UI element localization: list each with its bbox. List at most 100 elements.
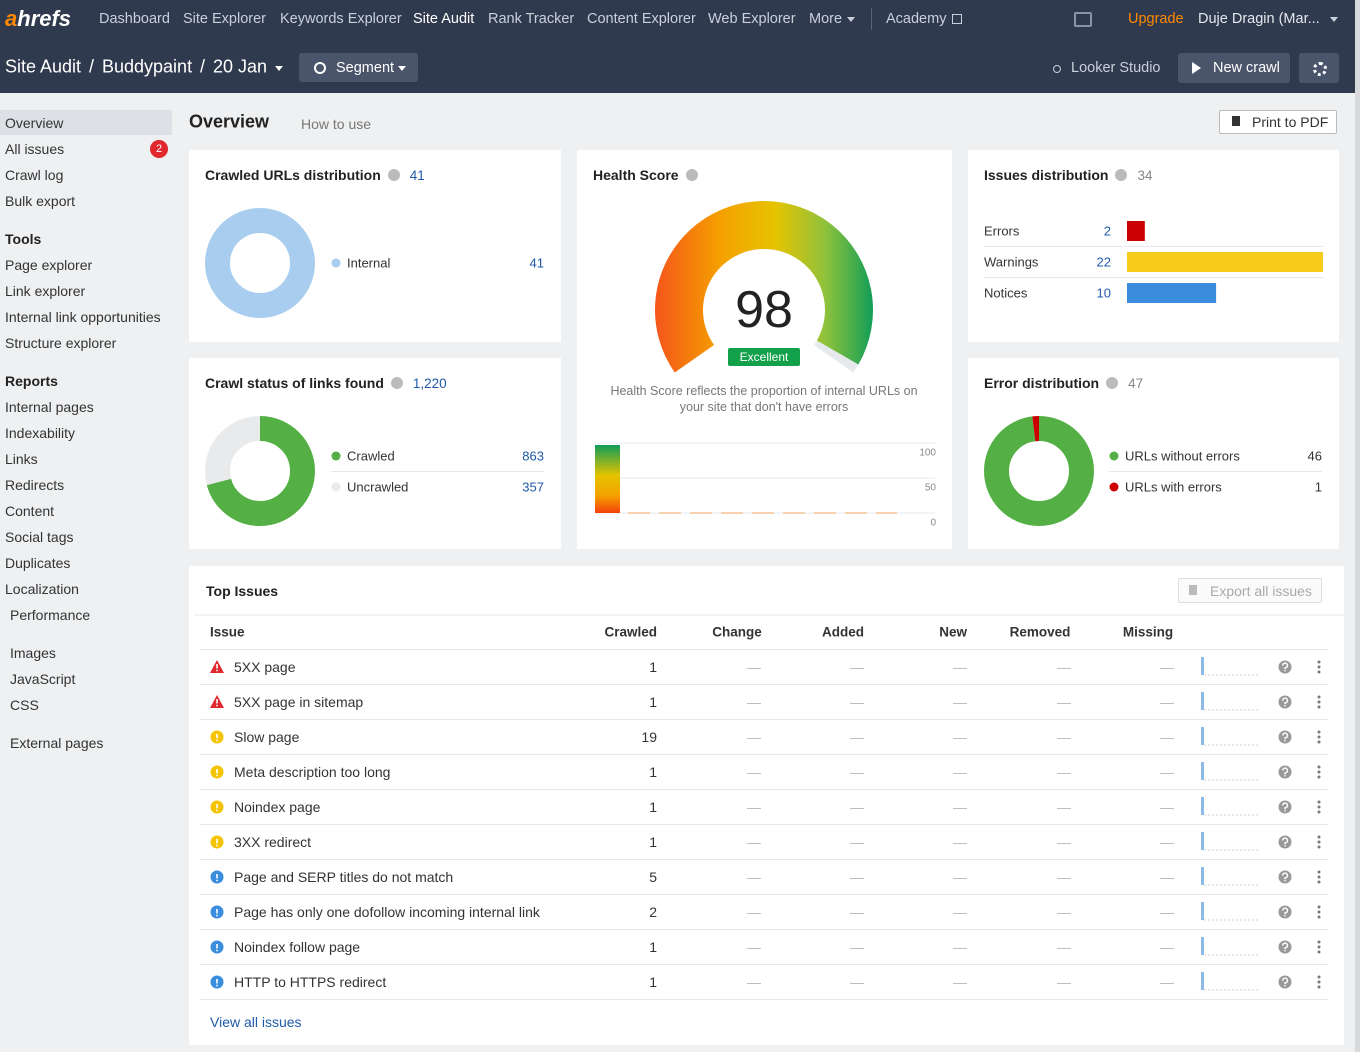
external-icon <box>952 14 962 24</box>
legend-value[interactable]: 46 <box>1307 448 1322 464</box>
cell: 1 <box>649 834 657 850</box>
page-title: Overview <box>189 111 270 132</box>
breadcrumb[interactable]: Site Audit <box>5 56 82 77</box>
nav-link[interactable]: Academy <box>886 11 947 27</box>
cell: — <box>747 834 761 850</box>
sidebar-link[interactable]: Crawl log <box>5 167 64 183</box>
nav-separator <box>871 8 872 30</box>
sidebar-link[interactable]: Content <box>5 503 55 519</box>
card-total: 47 <box>1128 375 1144 391</box>
issue-link[interactable]: Slow page <box>234 729 300 745</box>
card-header: Error distribution 47 <box>984 375 1143 391</box>
issue-link[interactable]: 5XX page in sitemap <box>234 694 364 710</box>
sidebar-heading: Reports <box>5 373 58 389</box>
sidebar-link[interactable]: Redirects <box>5 477 65 493</box>
health-description: Health Score reflects the proportion of … <box>610 384 918 414</box>
view-all-link[interactable]: View all issues <box>210 1014 302 1030</box>
issue-link[interactable]: Noindex page <box>234 799 321 815</box>
nav-link[interactable]: Content Explorer <box>587 11 696 27</box>
print-button[interactable] <box>1219 110 1337 134</box>
bar-label: Errors <box>984 223 1020 239</box>
column-header: New <box>939 624 967 640</box>
bar-value[interactable]: 2 <box>1103 223 1111 239</box>
sidebar-link[interactable]: Link explorer <box>5 283 86 299</box>
cell: — <box>1057 869 1071 885</box>
sidebar-link[interactable]: Links <box>5 451 38 467</box>
sidebar-link[interactable]: Localization <box>5 581 79 597</box>
cell: — <box>1057 904 1071 920</box>
sidebar-link[interactable]: Overview <box>5 115 64 131</box>
issue-link[interactable]: 3XX redirect <box>234 834 312 850</box>
sidebar-link[interactable]: Bulk export <box>5 193 76 209</box>
issue-link[interactable]: HTTP to HTTPS redirect <box>234 974 387 990</box>
sidebar-link[interactable]: Images <box>10 645 56 661</box>
nav-link[interactable]: Dashboard <box>99 11 170 27</box>
bar-value[interactable]: 10 <box>1096 285 1111 301</box>
card-header: Crawl status of links found 1,220 <box>205 375 447 391</box>
cell: — <box>953 694 967 710</box>
issue-link[interactable]: Page has only one dofollow incoming inte… <box>234 904 540 920</box>
user-menu[interactable]: Duje Dragin (Mar... <box>1198 11 1320 27</box>
card-title: Health Score <box>593 167 679 183</box>
cell: — <box>953 869 967 885</box>
card-total: 34 <box>1137 167 1153 183</box>
segment-label: Segment <box>336 60 395 76</box>
cell: — <box>747 904 761 920</box>
bar-label: Warnings <box>984 254 1039 270</box>
legend-value[interactable]: 863 <box>522 448 544 464</box>
legend-value[interactable]: 1 <box>1314 479 1322 495</box>
breadcrumb[interactable]: Buddypaint <box>102 56 193 77</box>
cell: — <box>1160 659 1174 675</box>
logo[interactable]: ahrefs <box>5 6 72 31</box>
column-header: Crawled <box>604 624 657 640</box>
nav-link[interactable]: Site Explorer <box>183 11 267 27</box>
issue-link[interactable]: Meta description too long <box>234 764 391 780</box>
legend-value[interactable]: 41 <box>529 255 544 271</box>
cell: 1 <box>649 659 657 675</box>
upgrade-link[interactable]: Upgrade <box>1128 11 1184 27</box>
sidebar-link[interactable]: CSS <box>10 697 39 713</box>
nav-link[interactable]: More <box>809 11 843 27</box>
cell: — <box>953 939 967 955</box>
cell: — <box>747 799 761 815</box>
bar-value[interactable]: 22 <box>1096 254 1111 270</box>
sidebar-link[interactable]: External pages <box>10 735 104 751</box>
sidebar-link[interactable]: Structure explorer <box>5 335 117 351</box>
nav-link[interactable]: Web Explorer <box>708 11 796 27</box>
help-icon <box>387 169 400 181</box>
sidebar-link[interactable]: All issues <box>5 141 65 157</box>
nav-link[interactable]: Site Audit <box>413 11 475 27</box>
export-label: Export all issues <box>1210 583 1312 599</box>
cell: 1 <box>649 694 657 710</box>
looker-link[interactable]: Looker Studio <box>1071 60 1161 76</box>
sidebar-link[interactable]: Internal pages <box>5 399 94 415</box>
cell: — <box>850 869 864 885</box>
cell: — <box>953 799 967 815</box>
sidebar-link[interactable]: Social tags <box>5 529 74 545</box>
sidebar-link[interactable]: Page explorer <box>5 257 93 273</box>
export-icon <box>1189 585 1197 595</box>
cell: — <box>850 729 864 745</box>
sidebar-link[interactable]: Performance <box>10 607 91 623</box>
monitor-icon[interactable] <box>1074 12 1092 27</box>
sidebar-link[interactable]: Duplicates <box>5 555 71 571</box>
how-to-use[interactable]: How to use <box>301 116 372 132</box>
legend-value[interactable]: 357 <box>522 479 544 495</box>
cell: — <box>850 939 864 955</box>
cell: — <box>850 974 864 990</box>
cell: — <box>1160 834 1174 850</box>
sidebar-link[interactable]: Indexability <box>5 425 76 441</box>
legend-label: Uncrawled <box>347 479 409 495</box>
sidebar-link[interactable]: Internal link opportunities <box>5 309 161 325</box>
issue-link[interactable]: Noindex follow page <box>234 939 361 955</box>
issue-link[interactable]: 5XX page <box>234 659 296 675</box>
breadcrumb[interactable]: 20 Jan <box>213 56 268 77</box>
segment-icon <box>314 62 326 74</box>
sidebar-link[interactable]: JavaScript <box>10 671 76 687</box>
cell: — <box>850 834 864 850</box>
nav-link[interactable]: Keywords Explorer <box>280 11 402 27</box>
cell: — <box>747 869 761 885</box>
card-header: Crawled URLs distribution 41 <box>205 167 425 183</box>
nav-link[interactable]: Rank Tracker <box>488 11 575 27</box>
issue-link[interactable]: Page and SERP titles do not match <box>234 869 454 885</box>
